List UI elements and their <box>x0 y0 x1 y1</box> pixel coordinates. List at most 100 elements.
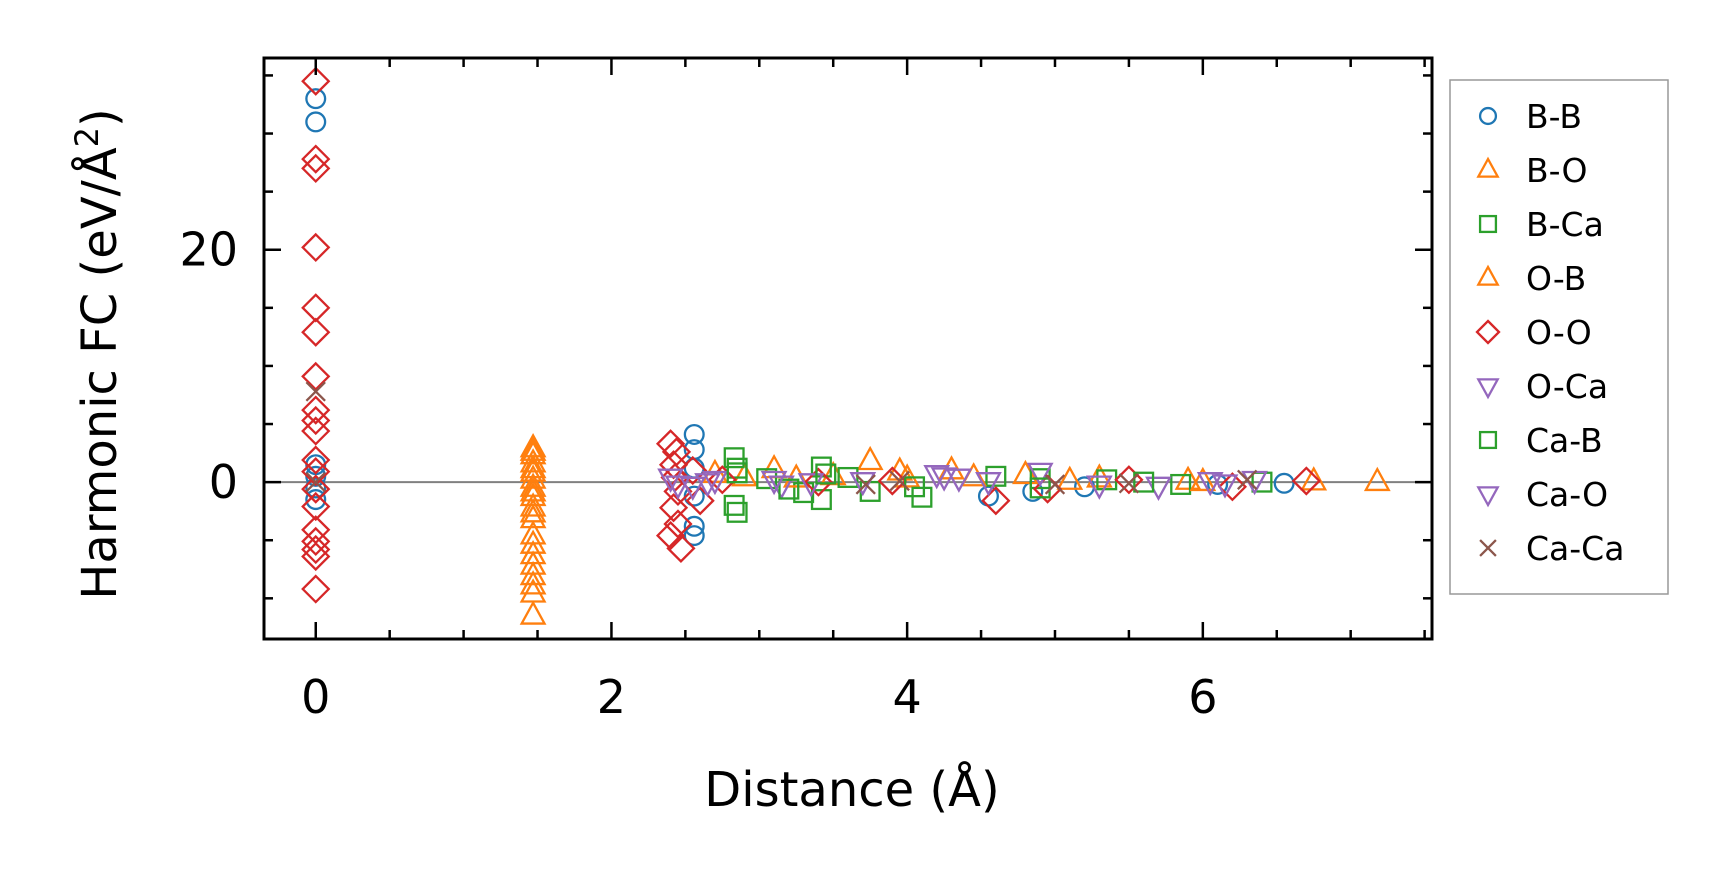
data-point-ca-o <box>1085 475 1113 500</box>
legend-label: O-O <box>1526 313 1592 352</box>
data-point-o-o <box>301 293 331 323</box>
data-point-ca-o <box>849 472 877 497</box>
data-point-b-b <box>305 477 327 499</box>
data-point-ca-b <box>815 463 837 485</box>
legend-entry: B-Ca <box>1478 205 1604 244</box>
data-point-o-o <box>301 405 331 436</box>
data-point-b-o <box>519 600 547 625</box>
data-point-o-o <box>301 445 331 475</box>
data-point-ca-ca <box>305 381 326 402</box>
plot-area <box>264 66 1432 625</box>
data-point-b-b <box>305 88 327 110</box>
data-point-o-o <box>301 153 331 184</box>
data-point-b-o <box>519 440 547 465</box>
data-point-o-o <box>658 493 689 523</box>
data-point-o-b <box>519 498 547 523</box>
data-point-o-o <box>877 466 907 496</box>
data-point-ca-ca <box>1044 474 1066 495</box>
data-point-ca-o <box>664 475 692 500</box>
plot-frame <box>262 56 1434 641</box>
x-tick-label: 4 <box>892 670 921 724</box>
data-point-o-o <box>301 574 331 604</box>
series-ca-o <box>664 467 1224 500</box>
data-point-ca-b <box>778 478 800 500</box>
legend-label: B-B <box>1526 97 1582 136</box>
data-point-o-ca <box>701 470 729 496</box>
legend-label: O-Ca <box>1526 367 1608 406</box>
data-point-o-ca <box>657 468 684 493</box>
data-point-ca-b <box>726 462 748 484</box>
data-point-b-o <box>519 503 547 529</box>
legend-entry: Ca-B <box>1478 421 1603 460</box>
data-point-o-o <box>666 533 696 563</box>
legend-marker <box>1476 264 1500 286</box>
y-axis-label-tail: ) <box>72 108 128 127</box>
x-axis-label: Distance (Å) <box>704 761 999 818</box>
y-axis-label-main: Harmonic FC (eV/Å <box>71 147 128 600</box>
data-point-o-b <box>519 453 547 479</box>
data-point-ca-ca <box>1237 469 1258 490</box>
data-point-ca-o <box>930 467 958 492</box>
data-point-o-ca <box>1145 476 1172 502</box>
y-tick-label: 0 <box>209 455 238 509</box>
data-point-o-o <box>301 232 331 263</box>
series-ca-ca <box>305 381 1258 495</box>
axes-border <box>262 56 1434 641</box>
data-point-o-ca <box>1211 474 1239 499</box>
data-point-ca-b <box>1029 477 1051 499</box>
data-point-o-o <box>301 361 331 392</box>
data-point-o-ca <box>768 475 795 500</box>
legend-entry: O-Ca <box>1476 367 1608 406</box>
data-point-o-ca <box>797 473 825 498</box>
legend-label: Ca-Ca <box>1526 529 1624 568</box>
legend-entry: Ca-O <box>1476 475 1608 514</box>
data-point-o-b <box>519 436 547 461</box>
data-point-o-o <box>301 317 331 347</box>
data-point-ca-o <box>1196 472 1224 497</box>
data-point-b-ca <box>726 501 748 523</box>
data-point-b-o <box>1363 466 1391 492</box>
series-b-o <box>519 433 1391 625</box>
legend: B-B B-O B-Ca O-B O-O O-Ca Ca-B Ca-O Ca-Ca <box>1449 79 1669 595</box>
data-point-o-o <box>1114 465 1144 495</box>
data-point-o-o <box>301 395 331 425</box>
x-tick-label: 0 <box>301 670 330 724</box>
data-point-o-o <box>301 541 331 572</box>
data-point-o-ca <box>1026 462 1054 488</box>
legend-label: B-Ca <box>1526 205 1604 244</box>
data-point-o-o <box>1217 472 1248 502</box>
data-point-o-ca <box>679 476 707 502</box>
data-point-o-ca <box>923 465 951 490</box>
axis-ticks: 0 2 4 6 0 20 <box>179 58 1432 724</box>
data-point-b-o <box>519 560 547 586</box>
data-point-b-o <box>1300 466 1328 491</box>
data-point-ca-ca <box>305 471 326 493</box>
legend-marker <box>1478 214 1498 234</box>
data-point-o-b <box>1056 465 1084 490</box>
legend-marker <box>1475 319 1501 345</box>
legend-entry: O-O <box>1475 313 1592 352</box>
data-point-b-o <box>819 460 847 486</box>
data-point-b-o <box>760 453 788 479</box>
data-point-o-b <box>1189 466 1217 492</box>
data-point-o-o <box>655 520 686 551</box>
data-point-b-b <box>305 489 327 511</box>
data-point-b-ca <box>723 494 745 516</box>
data-point-o-o <box>301 66 331 96</box>
data-point-o-ca <box>945 468 973 493</box>
data-point-o-o <box>655 429 686 459</box>
legend-entry: B-B <box>1478 97 1582 136</box>
x-tick-label: 2 <box>597 670 626 724</box>
data-point-b-o <box>519 448 547 473</box>
legend-box <box>1449 79 1669 595</box>
x-tick-label: 6 <box>1188 670 1217 724</box>
data-point-b-ca <box>985 465 1007 487</box>
data-point-o-o <box>301 474 331 504</box>
data-point-ca-o <box>975 472 1002 497</box>
legend-label: O-B <box>1526 259 1586 298</box>
series-o-o <box>301 66 1321 604</box>
legend-label: Ca-B <box>1526 421 1603 460</box>
data-point-o-o <box>803 467 834 497</box>
data-point-o-o <box>1291 466 1321 496</box>
